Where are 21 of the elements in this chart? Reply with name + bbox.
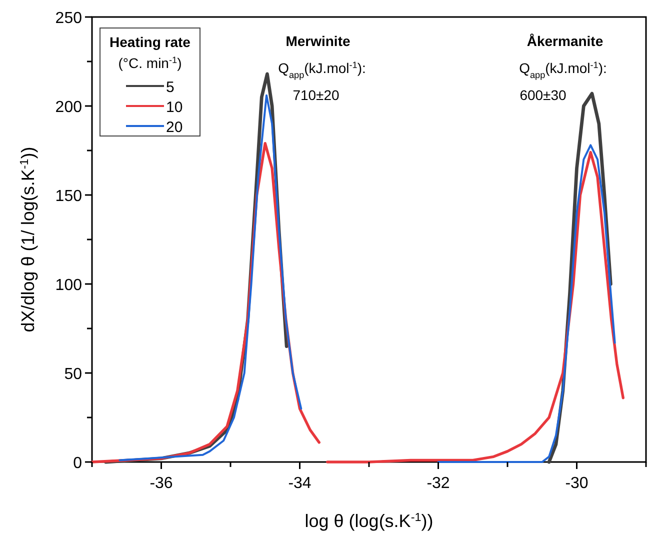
annotation: Q$_{app}$(kJ.mol$^{-1}$): <box>519 60 607 80</box>
x-tick-label: -32 <box>426 475 450 492</box>
x-axis-title: log θ (log(s.K$^{-1}$)) <box>304 510 434 531</box>
y-tick-label: 150 <box>55 188 82 205</box>
annotation: Merwinite <box>286 33 350 49</box>
y-tick-label: 250 <box>55 10 82 27</box>
annotation: 600±30 <box>520 87 567 103</box>
y-tick-label: 50 <box>64 366 82 383</box>
legend-label: 10 <box>166 99 183 116</box>
legend-label: 5 <box>166 79 174 96</box>
annotation: Åkermanite <box>526 33 604 49</box>
y-tick-label: 100 <box>55 277 82 294</box>
legend-title: Heating rate (°C. min$^{-1}$) <box>110 34 191 71</box>
x-tick-label: -36 <box>150 475 173 492</box>
y-tick-label: 200 <box>55 99 82 116</box>
annotation: 710±20 <box>292 87 340 103</box>
annotation: Q$_{app}$(kJ.mol$^{-1}$): <box>278 60 366 80</box>
x-tick-label: -34 <box>288 475 312 492</box>
y-tick-label: 0 <box>73 455 82 472</box>
x-tick-label: -30 <box>565 475 588 492</box>
legend-label: 20 <box>166 119 183 136</box>
